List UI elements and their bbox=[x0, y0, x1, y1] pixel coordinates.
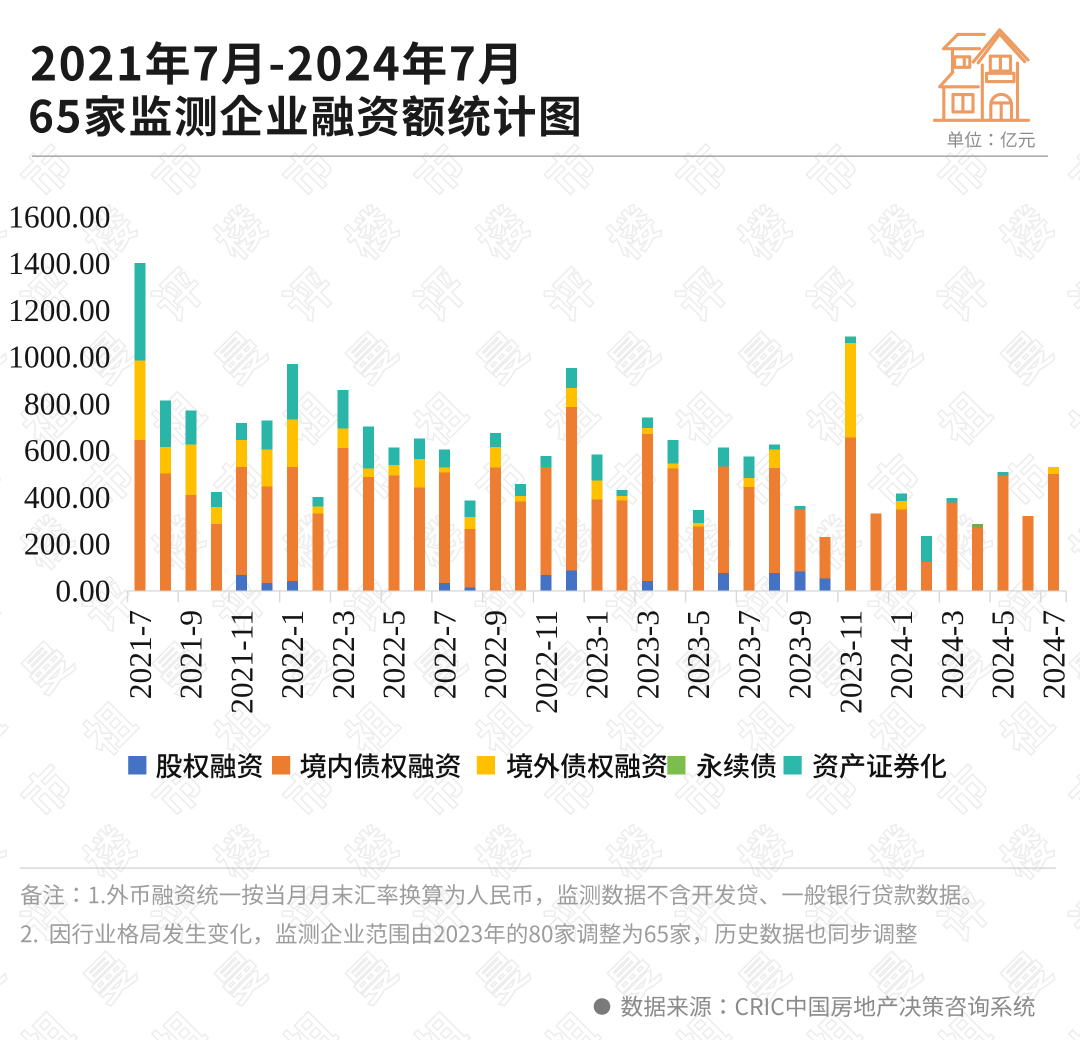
svg-text:2021-9: 2021-9 bbox=[174, 610, 209, 699]
svg-text:200.00: 200.00 bbox=[24, 527, 111, 562]
svg-text:2022-11: 2022-11 bbox=[529, 610, 564, 714]
svg-text:600.00: 600.00 bbox=[24, 433, 111, 468]
svg-text:0.00: 0.00 bbox=[55, 573, 110, 608]
svg-text:2023-1: 2023-1 bbox=[580, 610, 615, 699]
svg-text:1600.00: 1600.00 bbox=[8, 199, 110, 234]
svg-text:2022-9: 2022-9 bbox=[478, 610, 513, 699]
svg-text:1400.00: 1400.00 bbox=[8, 246, 110, 281]
svg-text:2024-1: 2024-1 bbox=[884, 610, 919, 699]
svg-text:2022-3: 2022-3 bbox=[326, 610, 361, 699]
svg-text:1200.00: 1200.00 bbox=[8, 293, 110, 328]
svg-text:2024-7: 2024-7 bbox=[1036, 610, 1071, 699]
svg-text:2022-5: 2022-5 bbox=[377, 610, 412, 699]
svg-text:2024-5: 2024-5 bbox=[986, 610, 1021, 699]
svg-text:2022-7: 2022-7 bbox=[427, 610, 462, 699]
svg-text:800.00: 800.00 bbox=[24, 386, 111, 421]
svg-text:2023-7: 2023-7 bbox=[732, 610, 767, 699]
svg-text:2021-11: 2021-11 bbox=[225, 610, 260, 714]
svg-text:400.00: 400.00 bbox=[24, 480, 111, 515]
svg-text:2023-5: 2023-5 bbox=[681, 610, 716, 699]
svg-text:2021-7: 2021-7 bbox=[123, 610, 158, 699]
svg-text:1000.00: 1000.00 bbox=[8, 340, 110, 375]
svg-text:2024-3: 2024-3 bbox=[935, 610, 970, 699]
svg-text:2023-11: 2023-11 bbox=[833, 610, 868, 714]
svg-text:2022-1: 2022-1 bbox=[275, 610, 310, 699]
svg-text:2023-3: 2023-3 bbox=[630, 610, 665, 699]
svg-text:2023-9: 2023-9 bbox=[783, 610, 818, 699]
